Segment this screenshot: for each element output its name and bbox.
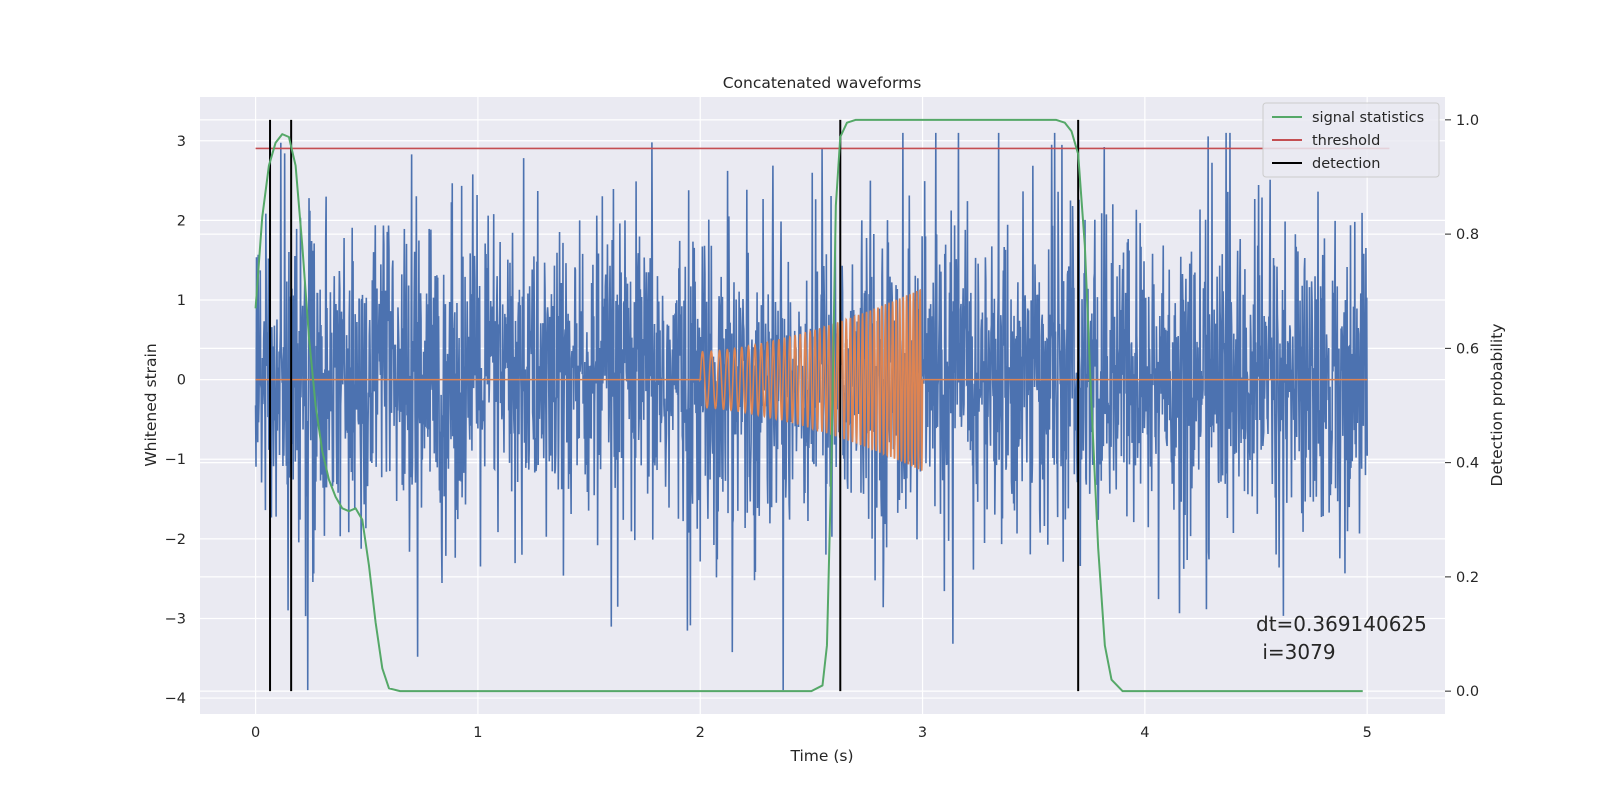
probability-series xyxy=(254,118,1390,693)
noise-line xyxy=(254,132,1368,691)
x-tick-label: 0 xyxy=(251,725,260,741)
annotation-dt: dt=0.369140625 xyxy=(1256,612,1427,636)
y2-tick-label: 1.0 xyxy=(1456,113,1479,129)
legend: signal statistics threshold detection xyxy=(1262,102,1440,178)
y2-tick-label: 0.8 xyxy=(1456,227,1479,243)
y2-axis-label: Detection probability xyxy=(1488,324,1506,487)
ticks: 0 1 2 3 4 5 −4 −3 −2 −1 0 1 2 3 0.0 0.2 0.4 0.6 0.8 1.0 xyxy=(165,113,1479,741)
y-tick-label: 2 xyxy=(177,213,186,229)
annotation-i: i=3079 xyxy=(1256,640,1336,664)
legend-label-detection: detection xyxy=(1312,156,1380,172)
legend-label-threshold: threshold xyxy=(1312,133,1380,149)
chart-title: Concatenated waveforms xyxy=(723,74,922,92)
y-tick-label: −2 xyxy=(165,532,186,548)
x-tick-label: 3 xyxy=(918,725,927,741)
x-axis-label: Time (s) xyxy=(789,747,853,765)
x-tick-label: 1 xyxy=(473,725,482,741)
x-tick-label: 5 xyxy=(1363,725,1372,741)
y-axis-label: Whitened strain xyxy=(142,343,160,466)
y-tick-label: 1 xyxy=(177,293,186,309)
y-tick-label: 3 xyxy=(177,134,186,150)
chirp-series xyxy=(255,288,1368,471)
y-tick-label: −4 xyxy=(165,691,186,707)
x-tick-label: 2 xyxy=(696,725,705,741)
y2-tick-label: 0.4 xyxy=(1456,456,1479,472)
legend-label-signal-statistics: signal statistics xyxy=(1312,110,1424,126)
y-tick-label: −3 xyxy=(165,611,186,627)
y2-tick-label: 0.6 xyxy=(1456,341,1479,357)
y-tick-label: 0 xyxy=(177,373,186,389)
noise-series xyxy=(254,132,1368,691)
chirp-line xyxy=(255,288,1368,471)
y2-tick-label: 0.0 xyxy=(1456,684,1479,700)
x-tick-label: 4 xyxy=(1140,725,1149,741)
y2-tick-label: 0.2 xyxy=(1456,570,1479,586)
y-tick-label: −1 xyxy=(165,452,186,468)
signal-statistics-line xyxy=(254,118,1363,693)
legend-box xyxy=(1262,102,1440,178)
